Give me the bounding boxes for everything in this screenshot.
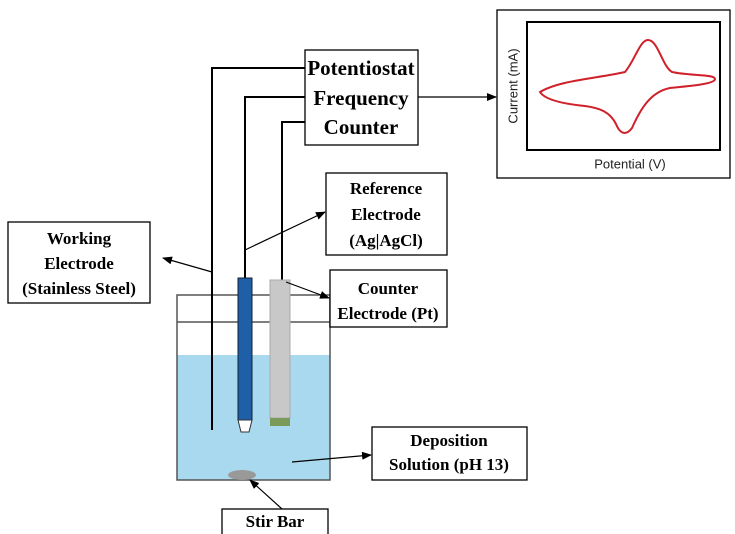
- arrow: [249, 479, 283, 510]
- cv-curve: [538, 38, 717, 134]
- label: Reference: [350, 179, 423, 198]
- arrow: [244, 211, 326, 251]
- stir-bar: [228, 470, 256, 480]
- x-axis-label: Potential (V): [594, 156, 666, 171]
- label: Solution (pH 13): [389, 455, 509, 474]
- label: Working: [47, 229, 112, 248]
- y-axis-label: Current (mA): [505, 48, 520, 123]
- deposition-box: [371, 426, 528, 481]
- label: Electrode: [351, 205, 421, 224]
- arrow: [162, 256, 213, 273]
- label: (Ag|AgCl): [349, 231, 423, 250]
- label: (Stainless Steel): [22, 279, 136, 298]
- label: Counter: [358, 279, 419, 298]
- reference-tip: [237, 419, 253, 433]
- reference-wire: [244, 96, 305, 278]
- arrow: [291, 451, 372, 463]
- working-box: [7, 221, 151, 304]
- label: Deposition: [410, 431, 488, 450]
- label: Frequency: [313, 86, 409, 110]
- label: Stir Bar: [246, 512, 305, 531]
- potentiostat-box: [304, 49, 419, 146]
- label: Potentiostat: [307, 56, 414, 80]
- label: Electrode: [44, 254, 114, 273]
- working-wire: [211, 67, 305, 430]
- counter-tip: [270, 418, 290, 426]
- stir-bar-box: [221, 508, 329, 534]
- counter-electrode: [269, 279, 291, 419]
- counter-box: [329, 269, 448, 328]
- arrow: [285, 281, 330, 299]
- reference-box: [325, 172, 448, 256]
- label: Counter: [324, 115, 399, 139]
- label: Electrode (Pt): [337, 304, 438, 323]
- counter-wire: [281, 121, 305, 280]
- reference-electrode: [237, 277, 253, 421]
- solution: [177, 355, 330, 480]
